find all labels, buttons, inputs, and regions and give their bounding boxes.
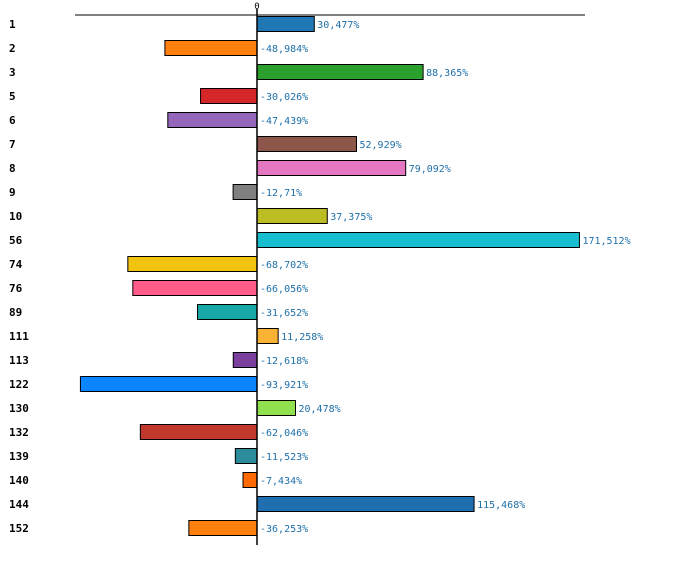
category-label-144: 144 <box>9 498 29 511</box>
value-label-7: 52,929% <box>360 140 402 151</box>
category-label-6: 6 <box>9 114 16 127</box>
value-label-8: 79,092% <box>409 164 451 175</box>
category-label-2: 2 <box>9 42 16 55</box>
bars-group <box>79 16 580 536</box>
bar-144 <box>256 496 475 512</box>
bar-122 <box>79 376 258 392</box>
bar-74 <box>127 256 258 272</box>
value-label-113: -12,618% <box>260 356 308 367</box>
category-label-111: 111 <box>9 330 29 343</box>
bar-139 <box>234 448 258 464</box>
zero-tick-label: 0 <box>254 2 259 12</box>
bar-1 <box>256 16 315 32</box>
category-label-1: 1 <box>9 18 16 31</box>
category-label-130: 130 <box>9 402 29 415</box>
bar-5 <box>200 88 258 104</box>
value-label-132: -62,046% <box>260 428 308 439</box>
bar-7 <box>256 136 358 152</box>
bar-140 <box>242 472 258 488</box>
category-label-132: 132 <box>9 426 29 439</box>
bar-10 <box>256 208 328 224</box>
value-label-9: -12,71% <box>260 188 302 199</box>
category-label-113: 113 <box>9 354 29 367</box>
value-label-74: -68,702% <box>260 260 308 271</box>
value-labels-group: 30,477% -48,984% 88,365% -30,026% -47,439% 52… <box>260 20 631 535</box>
category-label-152: 152 <box>9 522 29 535</box>
bar-3 <box>256 64 424 80</box>
category-label-9: 9 <box>9 186 16 199</box>
value-label-5: -30,026% <box>260 92 308 103</box>
bar-2 <box>164 40 258 56</box>
value-label-3: 88,365% <box>426 68 468 79</box>
category-label-5: 5 <box>9 90 16 103</box>
value-label-139: -11,523% <box>260 452 308 463</box>
bar-56 <box>256 232 580 248</box>
bar-9 <box>232 184 258 200</box>
category-label-139: 139 <box>9 450 29 463</box>
category-labels-group: 1235678910567476891111131221301321391401… <box>9 18 29 535</box>
value-label-140: -7,434% <box>260 476 302 487</box>
category-label-10: 10 <box>9 210 22 223</box>
value-label-56: 171,512% <box>582 236 630 247</box>
value-label-76: -66,056% <box>260 284 308 295</box>
value-label-144: 115,468% <box>477 500 525 511</box>
value-label-2: -48,984% <box>260 44 308 55</box>
bar-152 <box>188 520 258 536</box>
category-label-140: 140 <box>9 474 29 487</box>
category-label-122: 122 <box>9 378 29 391</box>
value-label-10: 37,375% <box>330 212 372 223</box>
value-label-130: 20,478% <box>298 404 340 415</box>
bar-111 <box>256 328 279 344</box>
value-label-89: -31,652% <box>260 308 308 319</box>
bar-8 <box>256 160 407 176</box>
category-label-76: 76 <box>9 282 23 295</box>
value-label-6: -47,439% <box>260 116 308 127</box>
category-label-56: 56 <box>9 234 23 247</box>
value-label-111: 11,258% <box>281 332 323 343</box>
category-label-8: 8 <box>9 162 16 175</box>
bar-6 <box>167 112 258 128</box>
category-label-74: 74 <box>9 258 23 271</box>
category-label-3: 3 <box>9 66 16 79</box>
value-label-1: 30,477% <box>317 20 359 31</box>
bar-113 <box>232 352 258 368</box>
value-label-122: -93,921% <box>260 380 308 391</box>
category-label-7: 7 <box>9 138 16 151</box>
bar-130 <box>256 400 296 416</box>
bar-76 <box>132 280 258 296</box>
bar-132 <box>139 424 258 440</box>
bar-89 <box>196 304 258 320</box>
value-label-152: -36,253% <box>260 524 308 535</box>
category-label-89: 89 <box>9 306 22 319</box>
